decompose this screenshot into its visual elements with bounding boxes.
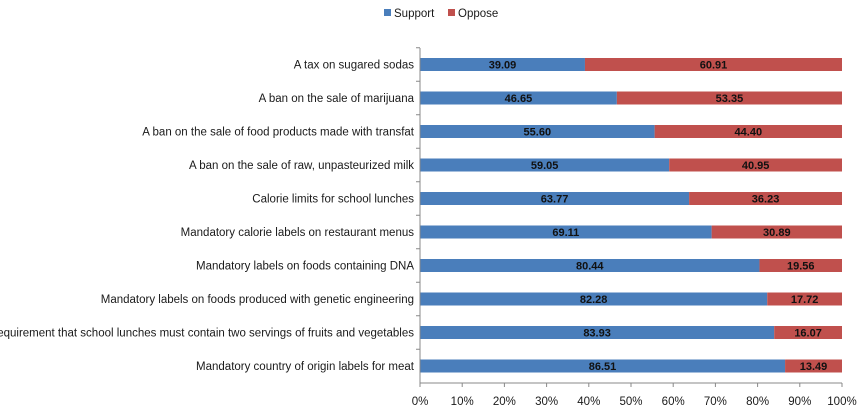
category-label-6: Mandatory labels on foods containing DNA: [196, 261, 414, 273]
data-label-support-8: 83.93: [583, 328, 611, 340]
x-tick-label-4: 40%: [577, 396, 600, 408]
x-tick-label-2: 20%: [493, 396, 516, 408]
bar-support-4: [420, 192, 690, 205]
legend-label-support: Support: [394, 8, 435, 20]
x-tick-label-10: 100%: [827, 396, 856, 408]
x-tick-label-9: 90%: [788, 396, 811, 408]
data-label-oppose-8: 16.07: [794, 328, 822, 340]
bar-support-8: [420, 326, 775, 339]
data-label-support-5: 69.11: [552, 227, 579, 239]
category-label-9: Mandatory country of origin labels for m…: [196, 361, 415, 373]
x-tick-label-5: 50%: [619, 396, 642, 408]
bar-oppose-6: [759, 259, 842, 272]
data-label-oppose-1: 53.35: [716, 93, 744, 105]
x-tick-label-3: 30%: [535, 396, 558, 408]
bar-support-1: [420, 91, 617, 105]
x-tick-label-1: 10%: [451, 396, 474, 408]
category-label-1: A ban on the sale of marijuana: [259, 93, 415, 105]
bar-oppose-8: [774, 326, 842, 339]
bar-oppose-3: [669, 158, 842, 172]
data-label-oppose-3: 40.95: [742, 160, 770, 172]
category-axis: A tax on sugared sodas A ban on the sale …: [0, 47, 421, 383]
category-label-5: Mandatory calorie labels on restaurant m…: [181, 227, 415, 239]
data-label-support-9: 86.51: [589, 361, 617, 373]
x-tick-label-6: 60%: [662, 396, 685, 408]
data-label-oppose-2: 44.40: [735, 127, 763, 139]
category-label-7: Mandatory labels on foods produced with …: [101, 294, 414, 306]
plot-area: 39.09 60.91 46.65 53.35 55.60 44.40 59.05 40.95…: [420, 58, 842, 373]
category-label-3: A ban on the sale of raw, unpasteurized …: [189, 160, 414, 172]
bar-support-2: [420, 125, 655, 138]
data-label-support-4: 63.77: [541, 194, 569, 206]
bar-oppose-7: [767, 292, 842, 306]
bar-oppose-2: [654, 125, 842, 138]
chart-legend: Support Oppose: [384, 8, 498, 20]
data-label-support-0: 39.09: [489, 60, 517, 72]
bar-support-5: [420, 225, 712, 239]
data-label-oppose-7: 17.72: [791, 294, 819, 306]
data-label-oppose-0: 60.91: [700, 60, 728, 72]
category-label-0: A tax on sugared sodas: [294, 60, 414, 72]
data-label-support-6: 80.44: [576, 261, 604, 273]
bar-support-3: [420, 158, 670, 172]
bar-support-0: [420, 58, 585, 71]
x-axis: 0% 10% 20% 30% 40% 50% 60% 70% 80% 90% 100%: [412, 382, 857, 408]
bar-oppose-4: [689, 192, 842, 205]
legend-swatch-oppose: [448, 9, 455, 16]
bar-support-9: [420, 359, 786, 373]
data-label-oppose-6: 19.56: [787, 261, 815, 273]
legend-swatch-support: [384, 9, 391, 16]
data-label-oppose-9: 13.49: [800, 361, 828, 373]
x-tick-label-8: 80%: [746, 396, 769, 408]
x-tick-label-0: 0%: [412, 396, 429, 408]
bar-oppose-0: [584, 58, 842, 71]
data-label-oppose-4: 36.23: [752, 194, 780, 206]
bar-oppose-1: [616, 91, 842, 105]
bar-oppose-9: [785, 359, 842, 373]
bar-support-7: [420, 292, 768, 306]
category-label-2: A ban on the sale of food products made …: [142, 127, 415, 139]
category-label-4: Calorie limits for school lunches: [252, 194, 414, 206]
data-label-support-7: 82.28: [580, 294, 608, 306]
data-label-support-1: 46.65: [505, 93, 533, 105]
bar-oppose-5: [711, 225, 842, 239]
category-label-8: A requirement that school lunches must c…: [0, 328, 414, 340]
bar-support-6: [420, 259, 760, 272]
data-label-support-2: 55.60: [524, 127, 552, 139]
x-tick-label-7: 70%: [704, 396, 727, 408]
data-label-support-3: 59.05: [531, 160, 559, 172]
legend-label-oppose: Oppose: [458, 8, 498, 20]
data-label-oppose-5: 30.89: [763, 227, 791, 239]
